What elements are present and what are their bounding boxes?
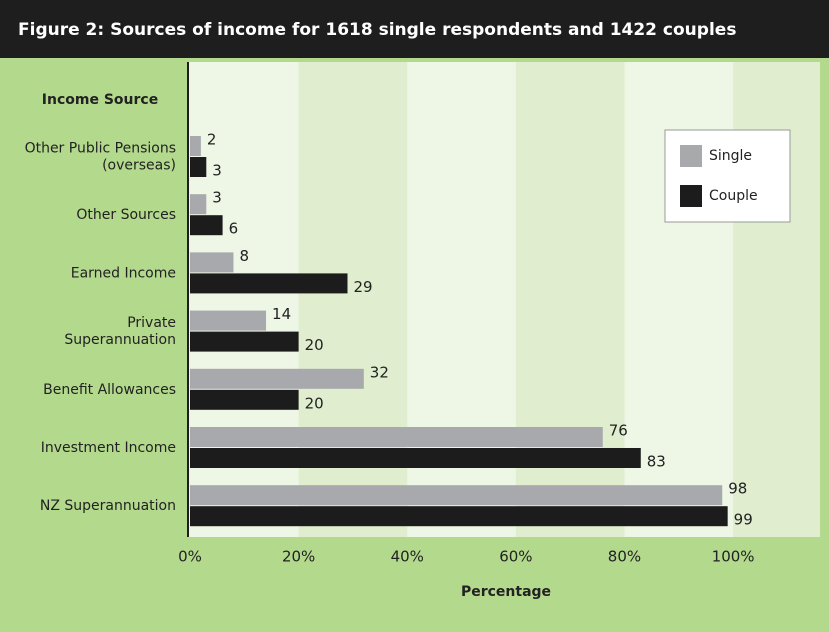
data-label: 14 bbox=[272, 305, 291, 323]
y-tick-label: Private Superannuation bbox=[64, 315, 176, 348]
data-label: 20 bbox=[305, 336, 324, 354]
x-tick-label: 100% bbox=[712, 548, 755, 566]
data-label: 6 bbox=[229, 220, 239, 238]
data-label: 83 bbox=[647, 453, 666, 471]
bar bbox=[190, 273, 348, 294]
bar bbox=[190, 427, 603, 447]
data-label: 20 bbox=[305, 394, 324, 412]
data-label: 3 bbox=[212, 162, 222, 180]
x-tick-label: 20% bbox=[282, 548, 315, 566]
legend-label: Couple bbox=[709, 188, 758, 204]
bar bbox=[190, 252, 234, 273]
data-label: 98 bbox=[728, 480, 747, 498]
bar bbox=[190, 331, 299, 352]
title-bar bbox=[0, 0, 829, 58]
y-tick-label: NZ Superannuation bbox=[40, 498, 176, 514]
chart-title: Figure 2: Sources of income for 1618 sin… bbox=[18, 20, 736, 40]
y-tick-label: Other Public Pensions (overseas) bbox=[25, 141, 176, 174]
data-label: 76 bbox=[609, 422, 628, 440]
x-tick-label: 80% bbox=[608, 548, 641, 566]
data-label: 99 bbox=[734, 511, 753, 529]
bar bbox=[190, 506, 728, 527]
x-tick-label: 0% bbox=[178, 548, 202, 566]
legend-label: Single bbox=[709, 148, 752, 164]
bar bbox=[190, 157, 207, 177]
x-tick-label: 40% bbox=[391, 548, 424, 566]
data-label: 29 bbox=[354, 278, 373, 296]
category-axis-title: Income Source bbox=[42, 92, 158, 108]
x-tick-label: 60% bbox=[499, 548, 532, 566]
x-axis-title: Percentage bbox=[461, 584, 551, 600]
data-label: 32 bbox=[370, 363, 389, 381]
y-tick-label: Earned Income bbox=[71, 265, 176, 281]
y-tick-label: Other Sources bbox=[76, 207, 176, 223]
data-label: 3 bbox=[212, 189, 222, 207]
legend-swatch bbox=[680, 145, 702, 167]
bar bbox=[190, 136, 201, 156]
bar bbox=[190, 448, 641, 468]
bar bbox=[190, 389, 299, 410]
data-label: 2 bbox=[207, 131, 217, 149]
bar bbox=[190, 368, 364, 389]
data-label: 8 bbox=[239, 247, 249, 265]
y-tick-label: Benefit Allowances bbox=[43, 382, 176, 398]
legend-swatch bbox=[680, 185, 702, 207]
bar bbox=[190, 310, 267, 331]
legend-box bbox=[664, 129, 791, 223]
bar bbox=[190, 194, 207, 215]
bar bbox=[190, 485, 723, 506]
bar bbox=[190, 215, 223, 236]
y-tick-label: Investment Income bbox=[41, 440, 176, 456]
